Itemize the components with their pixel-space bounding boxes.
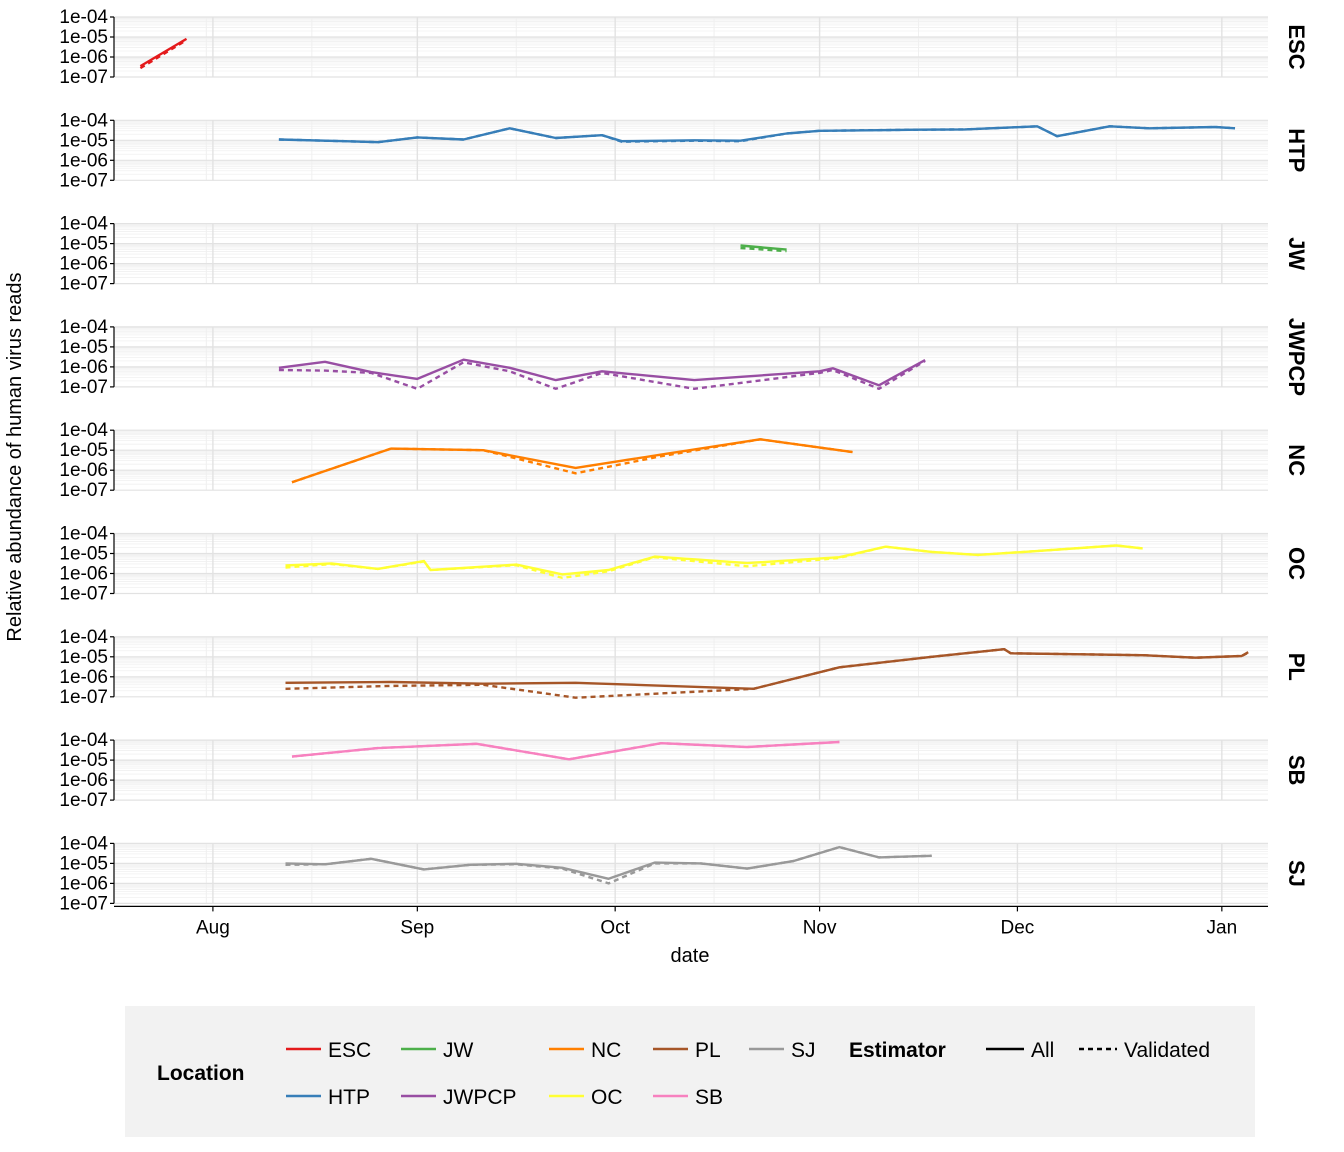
y-tick-label: 1e-06 — [59, 254, 108, 275]
y-tick-label: 1e-04 — [59, 833, 108, 854]
y-tick-label: 1e-07 — [59, 170, 108, 191]
y-tick-label: 1e-05 — [59, 544, 108, 565]
y-tick-label: 1e-07 — [59, 274, 108, 295]
y-tick-label: 1e-07 — [59, 480, 108, 501]
y-tick-label: 1e-07 — [59, 584, 108, 605]
y-tick-label: 1e-04 — [59, 420, 108, 441]
strip-label-jw: JW — [1284, 237, 1309, 270]
strip-label-esc: ESC — [1284, 24, 1309, 69]
y-tick-label: 1e-05 — [59, 750, 108, 771]
x-tick-label: Nov — [803, 917, 837, 938]
legend-label-validated: Validated — [1124, 1039, 1210, 1062]
y-tick-label: 1e-06 — [59, 460, 108, 481]
y-tick-label: 1e-05 — [59, 130, 108, 151]
y-tick-label: 1e-07 — [59, 67, 108, 88]
x-axis-title: date — [671, 945, 710, 967]
x-tick-label: Dec — [1001, 917, 1035, 938]
series-line-jwpcp-all — [278, 358, 926, 387]
legend-label-nc: NC — [591, 1039, 621, 1062]
legend-label-jwpcp: JWPCP — [443, 1086, 517, 1109]
legend: Location ESC HTP JW JWPCP NC OC PL SB SJ Estimator… — [125, 1006, 1255, 1137]
y-tick-label: 1e-06 — [59, 357, 108, 378]
strip-label-sj: SJ — [1284, 860, 1309, 887]
series-line-esc-all — [139, 37, 188, 68]
y-tick-label: 1e-06 — [59, 47, 108, 68]
y-tick-label: 1e-07 — [59, 893, 108, 914]
y-tick-label: 1e-06 — [59, 770, 108, 791]
series-line-oc-all — [285, 544, 1143, 576]
strip-label-pl: PL — [1284, 653, 1309, 681]
x-tick-label: Sep — [400, 917, 434, 938]
y-tick-label: 1e-04 — [59, 317, 108, 338]
y-tick-label: 1e-05 — [59, 440, 108, 461]
y-tick-label: 1e-06 — [59, 150, 108, 171]
y-tick-label: 1e-04 — [59, 730, 108, 751]
y-tick-label: 1e-06 — [59, 873, 108, 894]
series-line-pl-all — [285, 648, 1249, 690]
legend-title-estimator: Estimator — [849, 1039, 946, 1062]
x-tick-label: Oct — [600, 917, 630, 938]
strip-label-jwpcp: JWPCP — [1284, 318, 1309, 396]
y-tick-label: 1e-04 — [59, 627, 108, 648]
legend-label-sj: SJ — [791, 1039, 816, 1062]
series-line-htp-all — [278, 125, 1236, 144]
legend-label-oc: OC — [591, 1086, 623, 1109]
legend-label-esc: ESC — [328, 1039, 371, 1062]
legend-label-all: All — [1031, 1039, 1054, 1062]
x-tick-label: Jan — [1207, 917, 1238, 938]
y-tick-label: 1e-04 — [59, 7, 108, 28]
y-tick-label: 1e-06 — [59, 564, 108, 585]
series-line-jw-validated — [740, 246, 787, 253]
legend-label-sb: SB — [695, 1086, 723, 1109]
strip-label-sb: SB — [1284, 755, 1309, 786]
strip-label-htp: HTP — [1284, 128, 1309, 172]
legend-background — [125, 1006, 1255, 1137]
y-tick-label: 1e-05 — [59, 234, 108, 255]
y-axis-title: Relative abundance of human virus reads — [4, 272, 26, 641]
y-tick-label: 1e-04 — [59, 214, 108, 235]
y-tick-label: 1e-05 — [59, 27, 108, 48]
strip-label-oc: OC — [1284, 547, 1309, 580]
series-line-jw-all — [740, 244, 787, 251]
y-tick-label: 1e-07 — [59, 377, 108, 398]
y-tick-label: 1e-04 — [59, 524, 108, 545]
y-tick-label: 1e-07 — [59, 687, 108, 708]
series-line-sj-all — [285, 845, 932, 880]
y-tick-label: 1e-07 — [59, 790, 108, 811]
legend-label-pl: PL — [695, 1039, 721, 1062]
x-tick-label: Aug — [196, 917, 230, 938]
series-line-nc-all — [291, 438, 853, 484]
strip-label-nc: NC — [1284, 444, 1309, 476]
y-tick-label: 1e-04 — [59, 110, 108, 131]
y-tick-label: 1e-05 — [59, 647, 108, 668]
legend-label-htp: HTP — [328, 1086, 370, 1109]
y-tick-label: 1e-06 — [59, 667, 108, 688]
legend-label-jw: JW — [443, 1039, 474, 1062]
y-tick-label: 1e-05 — [59, 337, 108, 358]
series-line-sb-all — [291, 740, 840, 761]
legend-title-location: Location — [157, 1062, 245, 1085]
y-tick-label: 1e-05 — [59, 853, 108, 874]
